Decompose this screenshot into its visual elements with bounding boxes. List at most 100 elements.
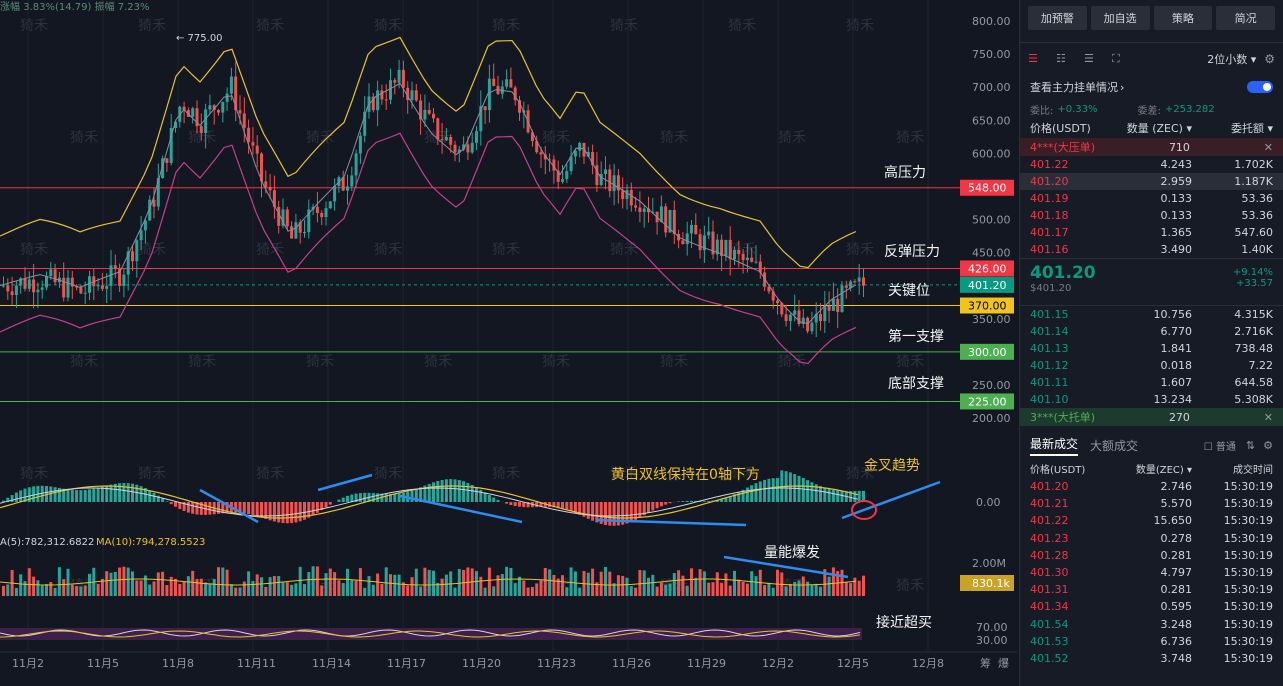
volume-bar: [569, 567, 573, 596]
volume-bar: [827, 576, 831, 596]
volume-bar: [324, 573, 328, 596]
volume-bar: [152, 581, 156, 596]
macd-bar: [40, 485, 44, 502]
ask-row[interactable]: 401.18 0.133 53.36: [1020, 207, 1283, 224]
orderbook-bids-icon[interactable]: ☷: [1056, 51, 1066, 65]
bid-row-amt: 7.22: [1248, 359, 1274, 372]
volume-bar: [621, 575, 625, 596]
main-orders-toggle[interactable]: [1247, 81, 1273, 93]
bid-row[interactable]: 401.11 1.607 644.58: [1020, 374, 1283, 391]
add-alert-button[interactable]: 加预警: [1028, 6, 1087, 30]
macd-bar: [763, 479, 767, 502]
bid-row[interactable]: 401.12 0.018 7.22: [1020, 357, 1283, 374]
bid-row[interactable]: 401.13 1.841 738.48: [1020, 340, 1283, 357]
bid-row[interactable]: 401.14 6.770 2.716K: [1020, 323, 1283, 340]
x-axis-label: 11月5: [87, 657, 119, 670]
trade-qty: 3.248: [1160, 617, 1193, 631]
ask-row-price: 401.17: [1030, 226, 1069, 239]
volume-bar: [814, 583, 818, 596]
volume-bar: [535, 583, 539, 596]
bid-row-qty: 1.841: [1160, 342, 1193, 355]
macd-bar: [131, 483, 134, 502]
candle-body: [32, 279, 36, 293]
ask-row-qty: 3.490: [1160, 243, 1193, 256]
tab-large-trades[interactable]: 大额成交: [1090, 438, 1139, 453]
volume-bar: [423, 567, 427, 596]
volume-bar: [40, 585, 44, 596]
ob-amt-header-label: 委托额: [1230, 122, 1264, 135]
volume-bar: [573, 571, 577, 596]
ask-row[interactable]: 401.22 4.243 1.702K: [1020, 156, 1283, 173]
macd-bar: [432, 482, 435, 502]
macd-bar: [707, 500, 711, 502]
bid-row[interactable]: 401.15 10.756 4.315K: [1020, 306, 1283, 323]
ask-row[interactable]: 401.20 2.959 1.187K: [1020, 173, 1283, 190]
bid-row[interactable]: 401.10 13.234 5.308K: [1020, 391, 1283, 408]
macd-bar: [788, 472, 792, 502]
macd-bar: [298, 502, 302, 522]
sort-icon[interactable]: ⇅: [1245, 438, 1256, 452]
trade-tabs: 最新成交 大额成交 ☐ 普通 ⇅ ⚙: [1020, 432, 1283, 458]
ask-row-price: 401.20: [1030, 175, 1069, 188]
macd-bar: [440, 479, 444, 502]
main-orders-row[interactable]: 查看主力挂单情况 ›: [1020, 74, 1283, 100]
lower-band: [0, 132, 857, 365]
candle-body: [75, 286, 79, 288]
candle-body: [737, 249, 741, 254]
candle-body: [83, 292, 87, 294]
settings-icon[interactable]: ⚙: [1263, 438, 1273, 452]
candle-body: [247, 127, 251, 143]
macd-bar: [315, 502, 319, 513]
macd-bar: [810, 482, 814, 502]
macd-bar: [728, 496, 732, 502]
macd-bar: [470, 484, 474, 502]
macd-bar: [819, 486, 822, 502]
candle-body: [745, 257, 749, 261]
last-price-block: 401.20 $401.20 +9.14% +33.57: [1020, 258, 1283, 306]
volume-bar: [685, 585, 689, 596]
volume-bar: [337, 580, 341, 596]
orderbook-both-icon[interactable]: ☰: [1028, 51, 1038, 65]
decimals-select[interactable]: 2位小数 ▾: [1207, 51, 1256, 67]
orderbook-asks-icon[interactable]: ☰: [1084, 51, 1094, 65]
macd-bar: [836, 490, 840, 502]
macd-bar: [14, 492, 18, 502]
trade-qty-header[interactable]: 数量(ZEC) ▾: [1135, 464, 1192, 476]
ask-row[interactable]: 401.17 1.365 547.60: [1020, 224, 1283, 241]
volume-bar: [655, 586, 659, 596]
candle-body: [234, 76, 238, 111]
close-icon[interactable]: ✕: [1263, 140, 1273, 154]
macd-bar: [427, 483, 431, 502]
ask-row-amt: 53.36: [1241, 192, 1274, 205]
candle-body: [40, 287, 44, 290]
macd-bar: [552, 502, 556, 508]
candle-body: [169, 127, 173, 163]
change-header: 涨幅 3.83%(14.79) 振幅 7.23%: [0, 0, 150, 13]
ob-qty-header[interactable]: 数量 (ZEC) ▾: [1126, 122, 1192, 135]
add-watchlist-button[interactable]: 加自选: [1090, 6, 1150, 30]
close-icon[interactable]: ✕: [1263, 410, 1273, 424]
candle-body: [552, 159, 556, 171]
macd-bar: [423, 485, 427, 502]
volume-bar: [578, 587, 582, 596]
big-buy-label: 3***(大托单): [1030, 411, 1096, 424]
macd-bar: [105, 485, 109, 502]
ask-row[interactable]: 401.19 0.133 53.36: [1020, 190, 1283, 207]
tab-latest-trades[interactable]: 最新成交: [1030, 435, 1079, 456]
volume-bar: [75, 586, 79, 596]
strategy-button[interactable]: 策略: [1153, 6, 1213, 30]
ask-row-price: 401.19: [1030, 192, 1069, 205]
ob-amt-header[interactable]: 委托额 ▾: [1230, 122, 1273, 135]
candle-body: [427, 109, 431, 114]
overview-button[interactable]: 简况: [1216, 6, 1275, 30]
normal-checkbox[interactable]: ☐ 普通: [1203, 441, 1236, 453]
expand-icon[interactable]: ⛶: [1112, 51, 1120, 65]
candle-body: [801, 317, 805, 325]
volume-bar: [771, 587, 775, 596]
settings-icon[interactable]: ⚙: [1264, 51, 1275, 66]
ask-row[interactable]: 401.16 3.490 1.40K: [1020, 241, 1283, 258]
macd-bar: [827, 488, 831, 502]
chart-area[interactable]: 猗禾 猗禾 猗禾 猗禾 猗禾 猗禾 猗禾 猗禾 猗禾 猗禾 猗禾 猗禾 猗禾 猗禾 猗禾 猗禾 猗禾 猗禾 猗禾 猗禾…: [0, 0, 1017, 686]
candle-body: [165, 158, 169, 163]
